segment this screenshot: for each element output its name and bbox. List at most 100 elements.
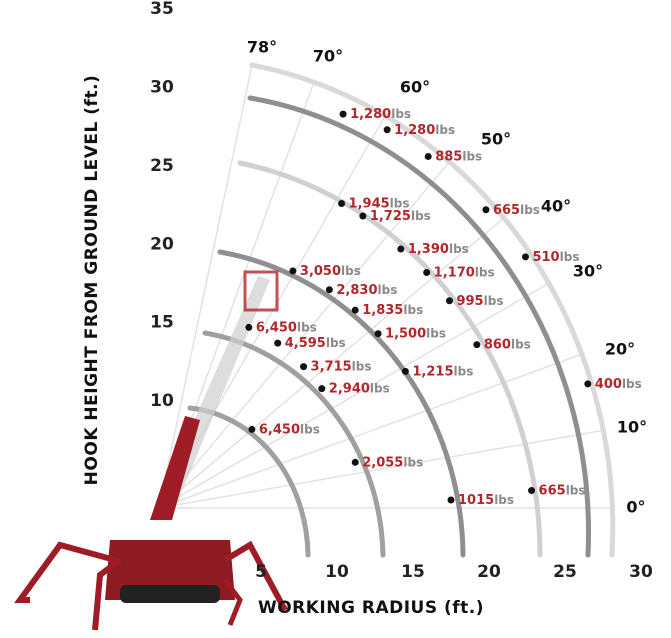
x-tick-label: 30	[629, 562, 653, 582]
load-value: 1,215	[412, 364, 453, 379]
angle-label: 70°	[313, 47, 343, 66]
load-unit: lbs	[326, 336, 346, 350]
load-value: 2,055	[362, 455, 403, 470]
x-tick-label: 25	[553, 562, 577, 582]
load-value: 3,715	[311, 359, 352, 374]
load-value: 665	[539, 483, 566, 498]
load-point	[402, 368, 409, 375]
load-unit: lbs	[560, 249, 580, 263]
load-label: 3,050lbs	[300, 263, 361, 278]
angle-label: 60°	[400, 78, 430, 97]
load-label: 6,450lbs	[259, 422, 320, 437]
load-unit: lbs	[341, 263, 361, 277]
y-tick-label: 35	[150, 0, 174, 19]
load-point	[338, 200, 345, 207]
load-point	[522, 253, 529, 260]
angle-label: 50°	[481, 130, 511, 149]
load-label: 1,280lbs	[350, 107, 411, 122]
load-unit: lbs	[297, 320, 317, 334]
y-tick-label: 20	[150, 234, 174, 254]
load-label: 4,595lbs	[285, 336, 346, 351]
load-value: 400	[595, 376, 622, 391]
load-label: 1,500lbs	[385, 326, 446, 341]
load-label: 400lbs	[595, 376, 642, 391]
angle-label: 30°	[573, 262, 603, 281]
load-point	[340, 111, 347, 118]
load-point	[482, 206, 489, 213]
load-point	[448, 496, 455, 503]
load-point	[397, 245, 404, 252]
load-label: 1015lbs	[458, 492, 514, 507]
load-unit: lbs	[352, 359, 372, 373]
load-unit: lbs	[484, 293, 504, 307]
chart: WORKING RADIUS (ft.) HOOK HEIGHT FROM GR…	[0, 0, 671, 634]
load-point	[289, 267, 296, 274]
x-tick-label: 5	[255, 562, 267, 582]
load-unit: lbs	[511, 337, 531, 351]
load-label: 3,715lbs	[311, 359, 372, 374]
load-unit: lbs	[378, 282, 398, 296]
load-label: 1,280lbs	[394, 122, 455, 137]
load-unit: lbs	[391, 107, 411, 121]
load-label: 860lbs	[484, 337, 531, 352]
load-unit: lbs	[300, 422, 320, 436]
load-point	[318, 385, 325, 392]
y-tick-label: 30	[150, 77, 174, 97]
load-point	[274, 340, 281, 347]
load-point	[326, 286, 333, 293]
load-value: 1,390	[408, 241, 449, 256]
load-point	[359, 213, 366, 220]
load-point	[375, 330, 382, 337]
load-label: 1,170lbs	[434, 265, 495, 280]
y-tick-label: 25	[150, 156, 174, 176]
load-value: 510	[532, 249, 559, 264]
load-unit: lbs	[475, 265, 495, 279]
load-unit: lbs	[462, 149, 482, 163]
load-label: 995lbs	[456, 293, 503, 308]
load-point	[446, 297, 453, 304]
load-label: 665lbs	[493, 202, 540, 217]
load-label: 885lbs	[435, 149, 482, 164]
load-value: 1,835	[362, 303, 403, 318]
load-point	[352, 459, 359, 466]
angle-label: 20°	[605, 340, 635, 359]
load-unit: lbs	[403, 455, 423, 469]
load-value: 995	[456, 293, 483, 308]
load-label: 1,215lbs	[412, 364, 473, 379]
page: {"chart_data": { "type": "scatter", "xla…	[0, 0, 671, 634]
load-value: 2,940	[329, 381, 370, 396]
load-value: 6,450	[259, 422, 300, 437]
angle-label: 10°	[617, 418, 647, 437]
angle-label: 0°	[626, 498, 645, 517]
load-value: 1,725	[370, 209, 411, 224]
load-value: 1,280	[394, 122, 435, 137]
load-unit: lbs	[426, 326, 446, 340]
load-unit: lbs	[566, 483, 586, 497]
y-tick-label: 15	[150, 313, 174, 333]
load-value: 665	[493, 202, 520, 217]
load-label: 1,725lbs	[370, 209, 431, 224]
load-point	[300, 363, 307, 370]
x-tick-label: 15	[401, 562, 425, 582]
load-point	[248, 426, 255, 433]
x-tick-label: 10	[325, 562, 349, 582]
load-unit: lbs	[520, 202, 540, 216]
load-label: 665lbs	[539, 483, 586, 498]
load-label: 2,940lbs	[329, 381, 390, 396]
load-value: 885	[435, 149, 462, 164]
load-point	[423, 269, 430, 276]
load-label: 6,450lbs	[256, 320, 317, 335]
angle-label: 40°	[541, 197, 571, 216]
angle-label: 78°	[247, 38, 277, 57]
load-unit: lbs	[411, 209, 431, 223]
load-label: 2,055lbs	[362, 455, 423, 470]
load-unit: lbs	[403, 303, 423, 317]
load-point	[245, 324, 252, 331]
load-value: 1,500	[385, 326, 426, 341]
load-label: 1,390lbs	[408, 241, 469, 256]
load-unit: lbs	[370, 381, 390, 395]
load-point	[384, 126, 391, 133]
load-unit: lbs	[494, 492, 514, 506]
load-point	[425, 153, 432, 160]
load-value: 4,595	[285, 336, 326, 351]
